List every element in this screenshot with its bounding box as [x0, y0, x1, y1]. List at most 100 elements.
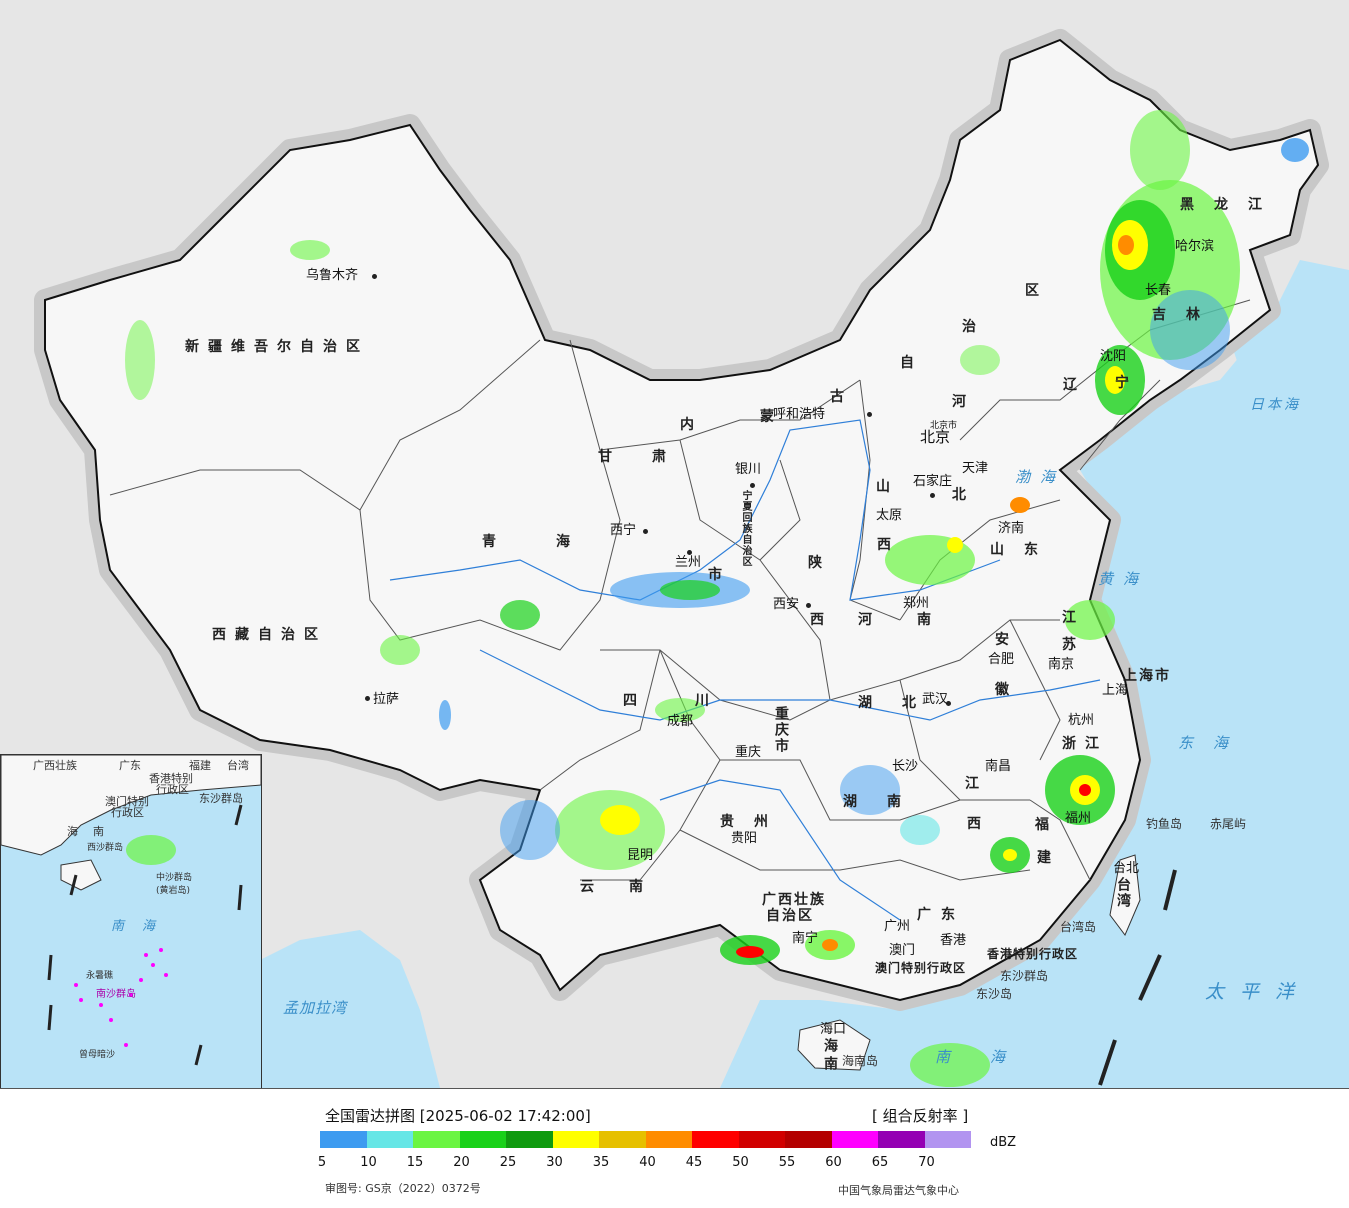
- city-macao[interactable]: 澳门: [889, 943, 916, 958]
- region-ningxia: 宁夏回族自治区: [740, 490, 751, 567]
- legend-swatch: [599, 1131, 646, 1148]
- city-dot: [930, 493, 935, 498]
- region-chongqing: 重庆市: [773, 706, 789, 754]
- inset-taiwan: 台湾: [227, 759, 249, 772]
- city-xian[interactable]: 西安: [773, 597, 800, 612]
- inset-macao: 澳门特别: [105, 795, 149, 808]
- city-urumqi[interactable]: 乌鲁木齐: [306, 268, 359, 283]
- inset-guangxi: 广西壮族: [33, 759, 77, 772]
- city-harbin[interactable]: 哈尔滨: [1175, 239, 1215, 254]
- legend-swatch: [738, 1131, 785, 1148]
- city-haikou[interactable]: 海口: [820, 1022, 847, 1037]
- inset-zhongsha: 中沙群岛: [156, 873, 193, 883]
- maritime-lines: [1098, 869, 1177, 1086]
- radar-map[interactable]: 新疆维吾尔自治区 西藏自治区 青海 甘肃 内 蒙 古 自 治 区 宁夏回族自治区…: [0, 0, 1349, 1089]
- city-zhengzhou[interactable]: 郑州: [903, 596, 930, 611]
- region-hunan: 湖南: [843, 794, 931, 810]
- region-guangxi-2: 自治区: [766, 908, 814, 924]
- city-chongqing[interactable]: 重庆: [735, 745, 762, 760]
- city-xining[interactable]: 西宁: [610, 523, 637, 538]
- region-shanghai: 上海市: [1123, 668, 1171, 684]
- legend-tick: 15: [406, 1155, 424, 1170]
- region-hebei-1: 河: [952, 394, 975, 410]
- region-yunnan: 云南: [580, 879, 678, 895]
- region-hubei: 湖北: [858, 695, 946, 711]
- legend-tick: 45: [685, 1155, 703, 1170]
- legend-swatch: [459, 1131, 506, 1148]
- bengal-sea: [260, 930, 440, 1088]
- city-hefei[interactable]: 合肥: [988, 652, 1015, 667]
- region-guangdong: 广东: [917, 907, 965, 923]
- city-beijing[interactable]: 北京: [920, 428, 951, 446]
- sea-area: [720, 260, 1349, 1088]
- legend-tick: 25: [499, 1155, 517, 1170]
- region-shanxi-1: 山: [876, 479, 899, 495]
- region-liaoning-2: 宁: [1115, 375, 1138, 391]
- region-neimenggu-4: 自: [900, 355, 923, 371]
- city-changchun[interactable]: 长春: [1145, 283, 1172, 298]
- legend-tick: 10: [360, 1155, 377, 1170]
- city-nanning[interactable]: 南宁: [792, 931, 819, 946]
- city-lanzhou[interactable]: 兰州: [675, 555, 702, 570]
- region-guizhou: 贵州: [720, 814, 788, 830]
- legend-title: 全国雷达拼图 [2025-06-02 17:42:00]: [325, 1107, 591, 1125]
- city-shenyang[interactable]: 沈阳: [1100, 349, 1127, 364]
- legend-unit: dBZ: [990, 1135, 1017, 1150]
- region-jilin: 吉林: [1152, 307, 1220, 323]
- legend-swatch: [506, 1131, 553, 1148]
- city-tianjin[interactable]: 天津: [962, 461, 989, 476]
- city-lhasa[interactable]: 拉萨: [373, 692, 400, 707]
- city-guiyang[interactable]: 贵阳: [731, 831, 758, 846]
- region-lanzhou-city: 市: [708, 567, 731, 583]
- sea-yellow: 黄海: [1098, 570, 1149, 588]
- city-shijiazhuang[interactable]: 石家庄: [913, 474, 953, 489]
- city-wuhan[interactable]: 武汉: [922, 692, 949, 707]
- region-sichuan-1: 四: [623, 693, 646, 709]
- city-fuzhou[interactable]: 福州: [1065, 811, 1092, 826]
- city-yinchuan[interactable]: 银川: [735, 462, 762, 477]
- city-hangzhou[interactable]: 杭州: [1068, 713, 1095, 728]
- city-kunming[interactable]: 昆明: [627, 848, 654, 863]
- region-henan: 河南: [858, 612, 976, 628]
- region-neimenggu-1: 内: [680, 417, 703, 433]
- sea-east: 东海: [1178, 734, 1249, 752]
- city-dot: [867, 412, 872, 417]
- legend-swatch: [645, 1131, 692, 1148]
- city-hohhot[interactable]: 呼和浩特: [773, 407, 826, 422]
- region-jiangsu-1: 江: [1062, 610, 1085, 626]
- approval-number: 审图号: GS京（2022）0372号: [325, 1182, 481, 1195]
- region-heilongjiang: 黑龙江: [1180, 197, 1282, 213]
- city-guangzhou[interactable]: 广州: [884, 919, 911, 934]
- sea-pacific: 太平洋: [1205, 981, 1311, 1003]
- inset-huangyan: (黄岩岛): [156, 886, 191, 896]
- city-changsha[interactable]: 长沙: [892, 759, 919, 774]
- city-hongkong[interactable]: 香港: [940, 933, 967, 948]
- inset-south-sea: 南海: [111, 919, 174, 934]
- region-xizang: 西藏自治区: [212, 627, 327, 643]
- city-taipei[interactable]: 台北: [1113, 861, 1140, 876]
- legend-panel: 全国雷达拼图 [2025-06-02 17:42:00] [ 组合反射率 ] d…: [0, 1089, 1349, 1208]
- region-neimenggu-6: 区: [1025, 283, 1048, 299]
- inset-xisha: 西沙群岛: [87, 843, 124, 853]
- legend-tick: 60: [825, 1155, 842, 1170]
- region-jiangsu-2: 苏: [1062, 637, 1085, 653]
- city-chengdu[interactable]: 成都: [667, 714, 694, 729]
- city-taiyuan[interactable]: 太原: [876, 508, 903, 523]
- south-china-sea-inset: 广西壮族 广东 福建 台湾 香港特别 行政区 澳门特别 行政区 东沙群岛 海 南…: [0, 754, 262, 1088]
- island-dongsha-islands: 东沙群岛: [1000, 969, 1049, 983]
- legend-tick: 20: [453, 1155, 470, 1170]
- island-hainan: 海南岛: [842, 1054, 879, 1068]
- inset-nansha: 南沙群岛: [96, 989, 136, 1000]
- map-canvas: [34, 29, 1349, 1088]
- inset-guangdong: 广东: [119, 759, 141, 772]
- publisher: 中国气象局雷达气象中心: [838, 1184, 959, 1197]
- city-jinan[interactable]: 济南: [998, 521, 1025, 536]
- region-jiangxi-1: 江: [965, 776, 988, 792]
- city-nanchang[interactable]: 南昌: [985, 759, 1012, 774]
- legend-tick: 30: [546, 1155, 563, 1170]
- city-shanghai[interactable]: 上海: [1102, 683, 1129, 698]
- city-nanjing[interactable]: 南京: [1048, 657, 1075, 672]
- radar-echoes: [125, 110, 1309, 1087]
- legend-swatch: [692, 1131, 739, 1148]
- island-diaoyu: 钓鱼岛: [1146, 817, 1183, 831]
